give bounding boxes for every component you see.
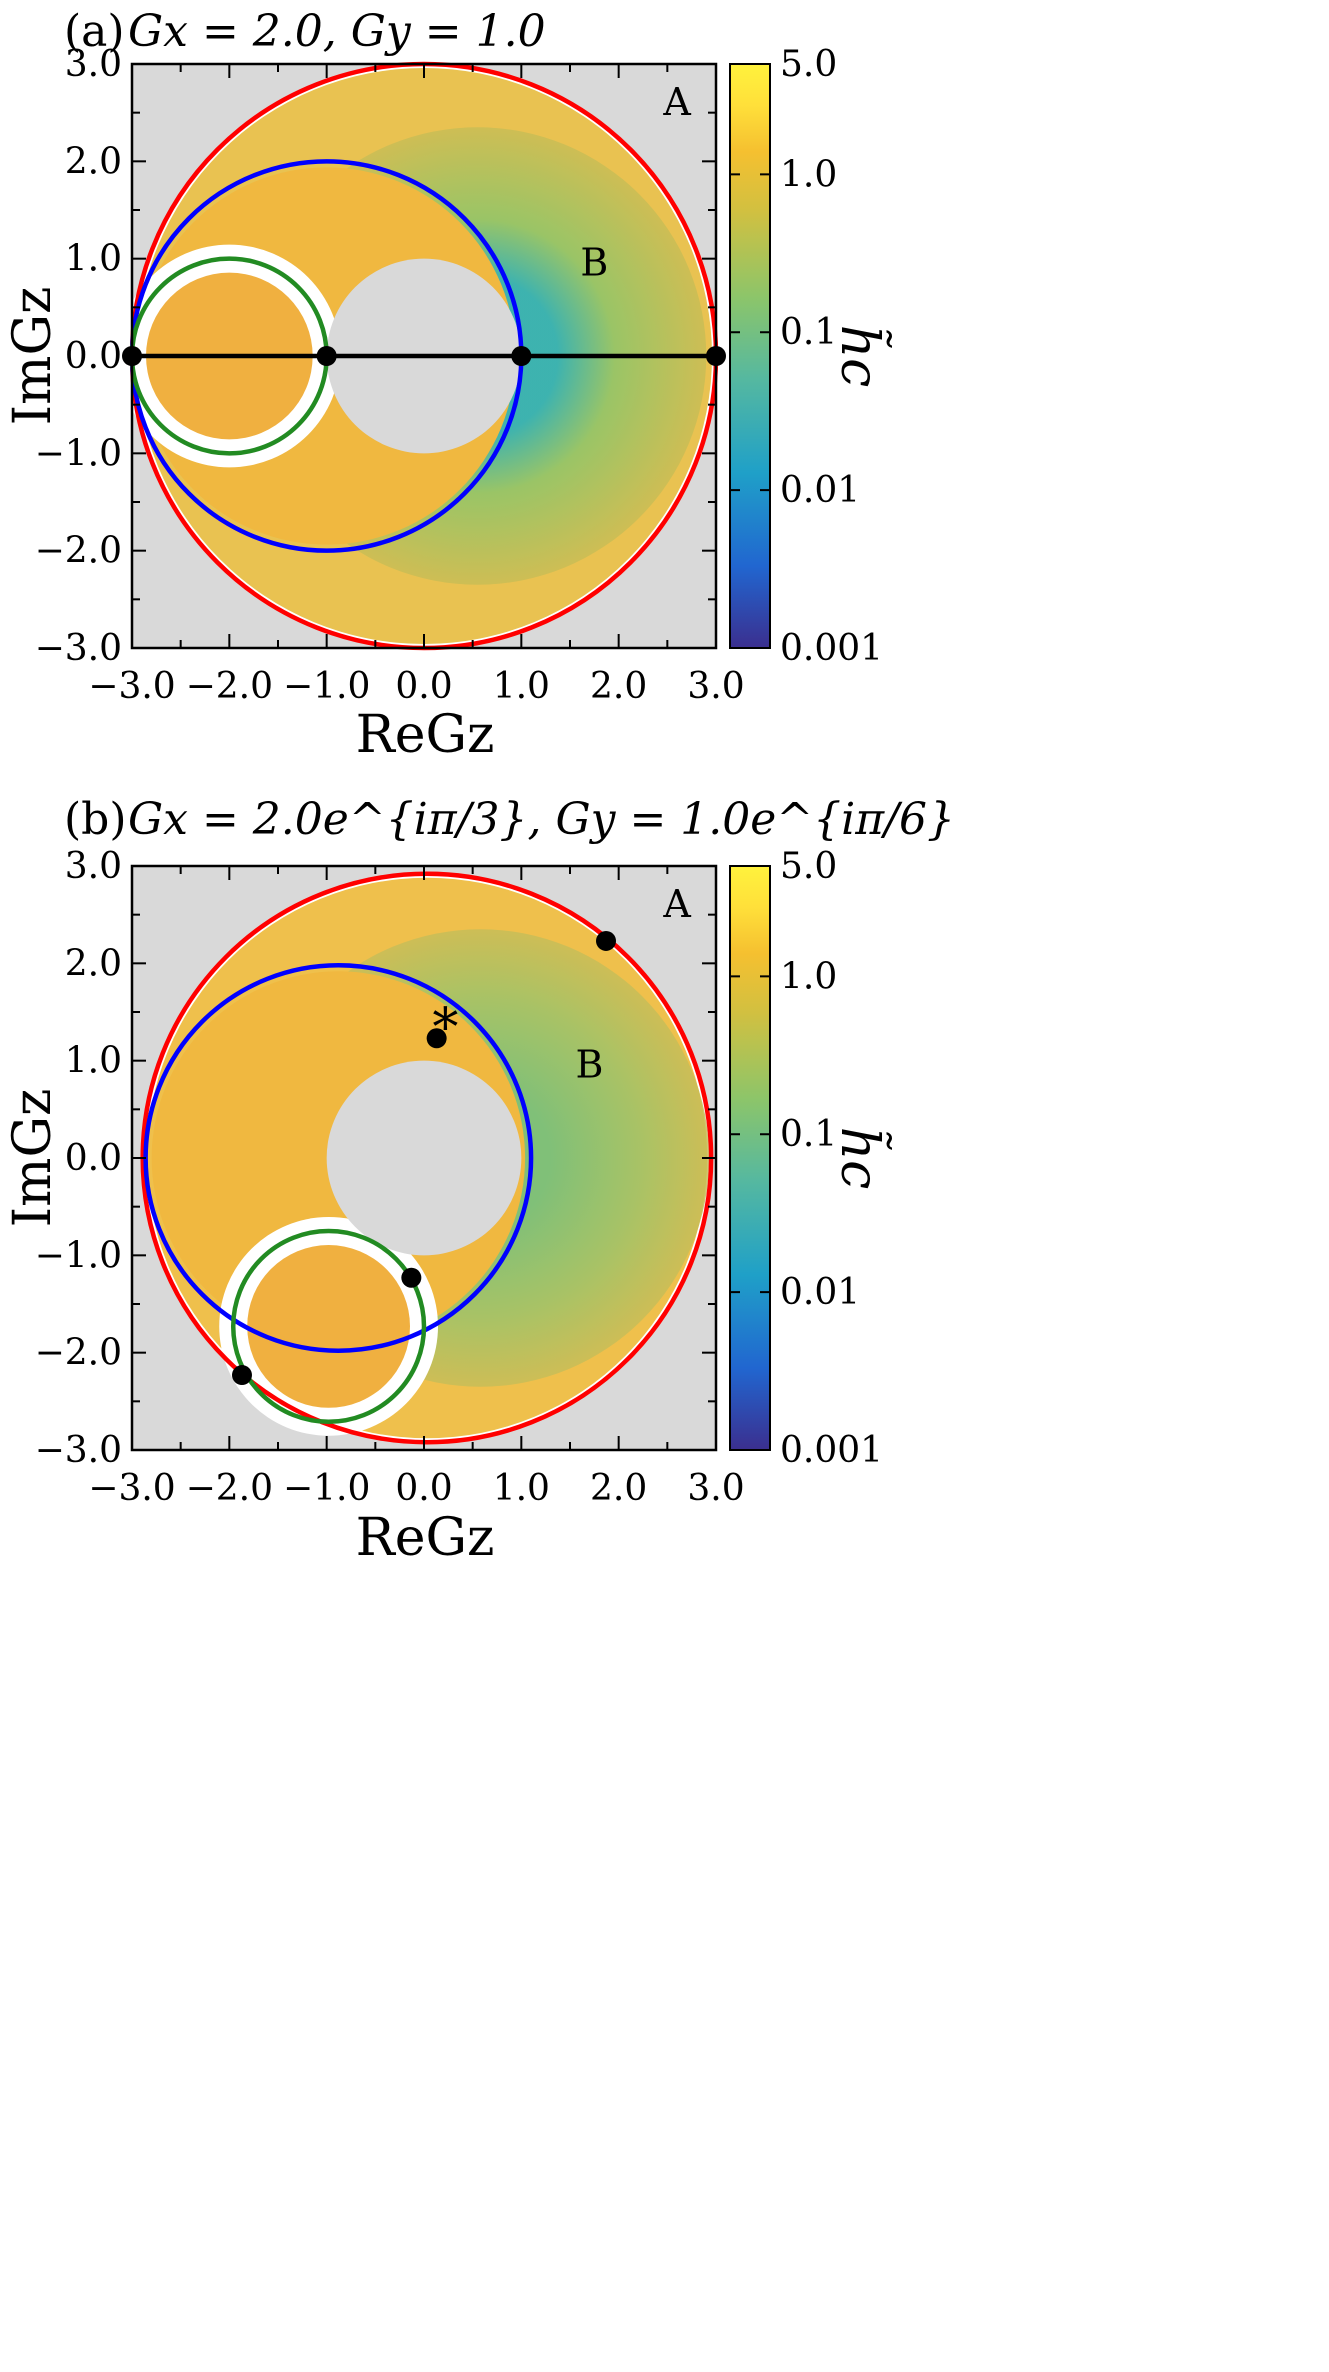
inner-circle xyxy=(230,1228,427,1425)
panel-b-colorbar-label: h̃c xyxy=(829,1127,892,1190)
marker-point xyxy=(511,346,532,366)
y-tick-label: 2.0 xyxy=(65,141,122,182)
marker-point xyxy=(426,1028,447,1049)
marker-point xyxy=(596,930,617,951)
panel-a-colorbar-gradient xyxy=(729,63,771,649)
colorbar-tick-label: 0.01 xyxy=(780,470,860,511)
x-tick-label: −3.0 xyxy=(88,1468,175,1509)
marker-point xyxy=(316,346,337,366)
panel-b-colorbar: 0.001 0.01 0.1 1.0 5.0 h̃c xyxy=(729,846,892,1471)
x-tick-label: 3.0 xyxy=(687,1468,744,1509)
x-tick-label: 0.0 xyxy=(395,1468,452,1509)
panel-b-region-b-label: B xyxy=(575,1043,603,1087)
panel-b-region-a-label: A xyxy=(662,882,691,926)
y-tick-label: 3.0 xyxy=(65,846,122,887)
y-tick-label: −1.0 xyxy=(35,433,122,474)
y-tick-label: 1.0 xyxy=(65,239,122,280)
x-tick-label: −2.0 xyxy=(186,1468,273,1509)
y-tick-label: −3.0 xyxy=(35,628,122,669)
colorbar-tick-label: 0.1 xyxy=(780,1114,837,1155)
panel-a-title: Gx = 2.0, Gy = 1.0 xyxy=(128,6,546,57)
y-tick-label: 0.0 xyxy=(65,1138,122,1179)
hole-fill xyxy=(326,1060,522,1256)
x-tick-label: 0.0 xyxy=(395,666,452,707)
x-tick-label: −3.0 xyxy=(88,666,175,707)
panel-a-xlabel: ReGz xyxy=(356,705,495,765)
panel-b-colorbar-gradient xyxy=(729,865,771,1451)
panel-a-region-b-label: B xyxy=(580,241,608,285)
panel-a-ylabel: ImGz xyxy=(3,287,63,426)
y-tick-label: 3.0 xyxy=(65,44,122,85)
y-tick-label: 1.0 xyxy=(65,1041,122,1082)
panel-a-colorbar: 0.001 0.01 0.1 1.0 5.0 h̃c xyxy=(729,44,892,669)
colorbar-tick-label: 1.0 xyxy=(780,956,837,997)
colorbar-tick-label: 5.0 xyxy=(780,44,837,85)
panel-b-star-label: * xyxy=(432,998,458,1058)
x-tick-label: 1.0 xyxy=(493,1468,550,1509)
y-tick-label: −1.0 xyxy=(35,1235,122,1276)
panel-b-heatmap xyxy=(142,873,712,1443)
x-tick-label: 1.0 xyxy=(493,666,550,707)
y-tick-label: −3.0 xyxy=(35,1430,122,1471)
y-tick-label: −2.0 xyxy=(35,1333,122,1374)
y-tick-label: 2.0 xyxy=(65,943,122,984)
panel-b-markers xyxy=(231,930,617,1386)
marker-point xyxy=(231,1365,252,1386)
panel-a-label: (a) xyxy=(64,6,125,57)
panel-b-label: (b) xyxy=(64,794,127,845)
colorbar-tick-label: 0.1 xyxy=(780,312,837,353)
y-tick-label: 0.0 xyxy=(65,336,122,377)
colorbar-tick-label: 1.0 xyxy=(780,154,837,195)
inner-disk-fill xyxy=(247,1245,410,1408)
marker-point xyxy=(401,1267,422,1288)
panel-b-ticks: −3.0−3.0−2.0−2.0−1.0−1.00.00.01.01.02.02… xyxy=(35,846,745,1509)
colorbar-tick-label: 0.001 xyxy=(780,1430,883,1471)
y-tick-label: −2.0 xyxy=(35,531,122,572)
x-tick-label: −1.0 xyxy=(283,1468,370,1509)
panel-a-colorbar-ticks: 0.001 0.01 0.1 1.0 5.0 xyxy=(730,44,883,669)
panel-a: (a) Gx = 2.0, Gy = 1.0 −3.0−3.0−2.0−2.0−… xyxy=(3,6,892,765)
panel-a-colorbar-label: h̃c xyxy=(829,325,892,388)
panel-b-plot: −3.0−3.0−2.0−2.0−1.0−1.00.00.01.01.02.02… xyxy=(35,846,745,1509)
panel-b-ylabel: ImGz xyxy=(3,1089,63,1228)
x-tick-label: −2.0 xyxy=(186,666,273,707)
colorbar-tick-label: 0.001 xyxy=(780,628,883,669)
panel-b-colorbar-ticks: 0.001 0.01 0.1 1.0 5.0 xyxy=(730,846,883,1471)
panel-b-xlabel: ReGz xyxy=(356,1508,495,1568)
panel-a-region-a-label: A xyxy=(662,80,691,124)
x-tick-label: 2.0 xyxy=(590,1468,647,1509)
colorbar-tick-label: 0.01 xyxy=(780,1272,860,1313)
colorbar-tick-label: 5.0 xyxy=(780,846,837,887)
panel-b: (b) Gx = 2.0e^{iπ/3}, Gy = 1.0e^{iπ/6} −… xyxy=(3,794,955,1568)
x-tick-label: −1.0 xyxy=(283,666,370,707)
panel-b-title: Gx = 2.0e^{iπ/3}, Gy = 1.0e^{iπ/6} xyxy=(128,794,955,845)
x-tick-label: 3.0 xyxy=(687,666,744,707)
x-tick-label: 2.0 xyxy=(590,666,647,707)
panel-a-ticks: −3.0−3.0−2.0−2.0−1.0−1.00.00.01.01.02.02… xyxy=(35,44,745,707)
panel-a-plot: −3.0−3.0−2.0−2.0−1.0−1.00.00.01.01.02.02… xyxy=(35,44,745,707)
